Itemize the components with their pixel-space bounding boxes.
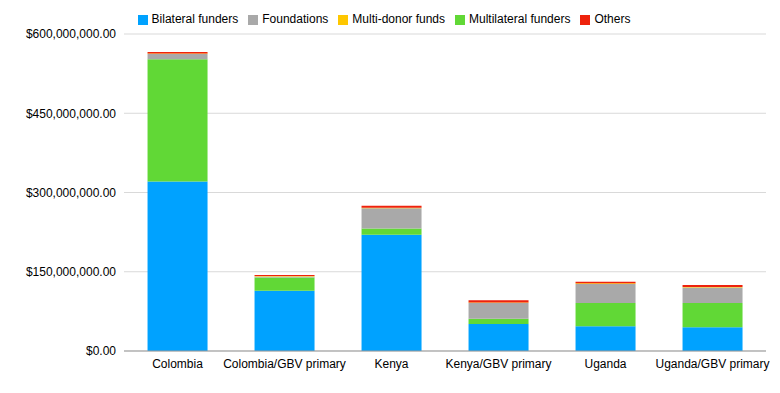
svg-text:$450,000,000.00: $450,000,000.00 <box>26 107 116 121</box>
svg-text:$600,000,000.00: $600,000,000.00 <box>26 27 116 41</box>
html-text:Foundations: Foundations <box>262 12 329 26</box>
svg-text:$150,000,000.00: $150,000,000.00 <box>26 265 116 279</box>
svg-text:Uganda: Uganda <box>584 357 626 371</box>
html-text:Multi-donor funds: Multi-donor funds <box>352 12 445 26</box>
svg-text:$300,000,000.00: $300,000,000.00 <box>26 186 116 200</box>
svg-text:Kenya: Kenya <box>374 357 408 371</box>
svg-text:Uganda/GBV primary: Uganda/GBV primary <box>655 357 769 371</box>
svg-text:Kenya/GBV primary: Kenya/GBV primary <box>445 357 551 371</box>
svg-text:Colombia: Colombia <box>152 357 203 371</box>
svg-text:$0.00: $0.00 <box>86 344 116 358</box>
html-text:Multilateral funders: Multilateral funders <box>469 12 571 26</box>
html-text:Bilateral funders: Bilateral funders <box>151 12 239 26</box>
svg-text:Colombia/GBV primary: Colombia/GBV primary <box>223 357 346 371</box>
html-text:Others: Others <box>594 12 631 26</box>
